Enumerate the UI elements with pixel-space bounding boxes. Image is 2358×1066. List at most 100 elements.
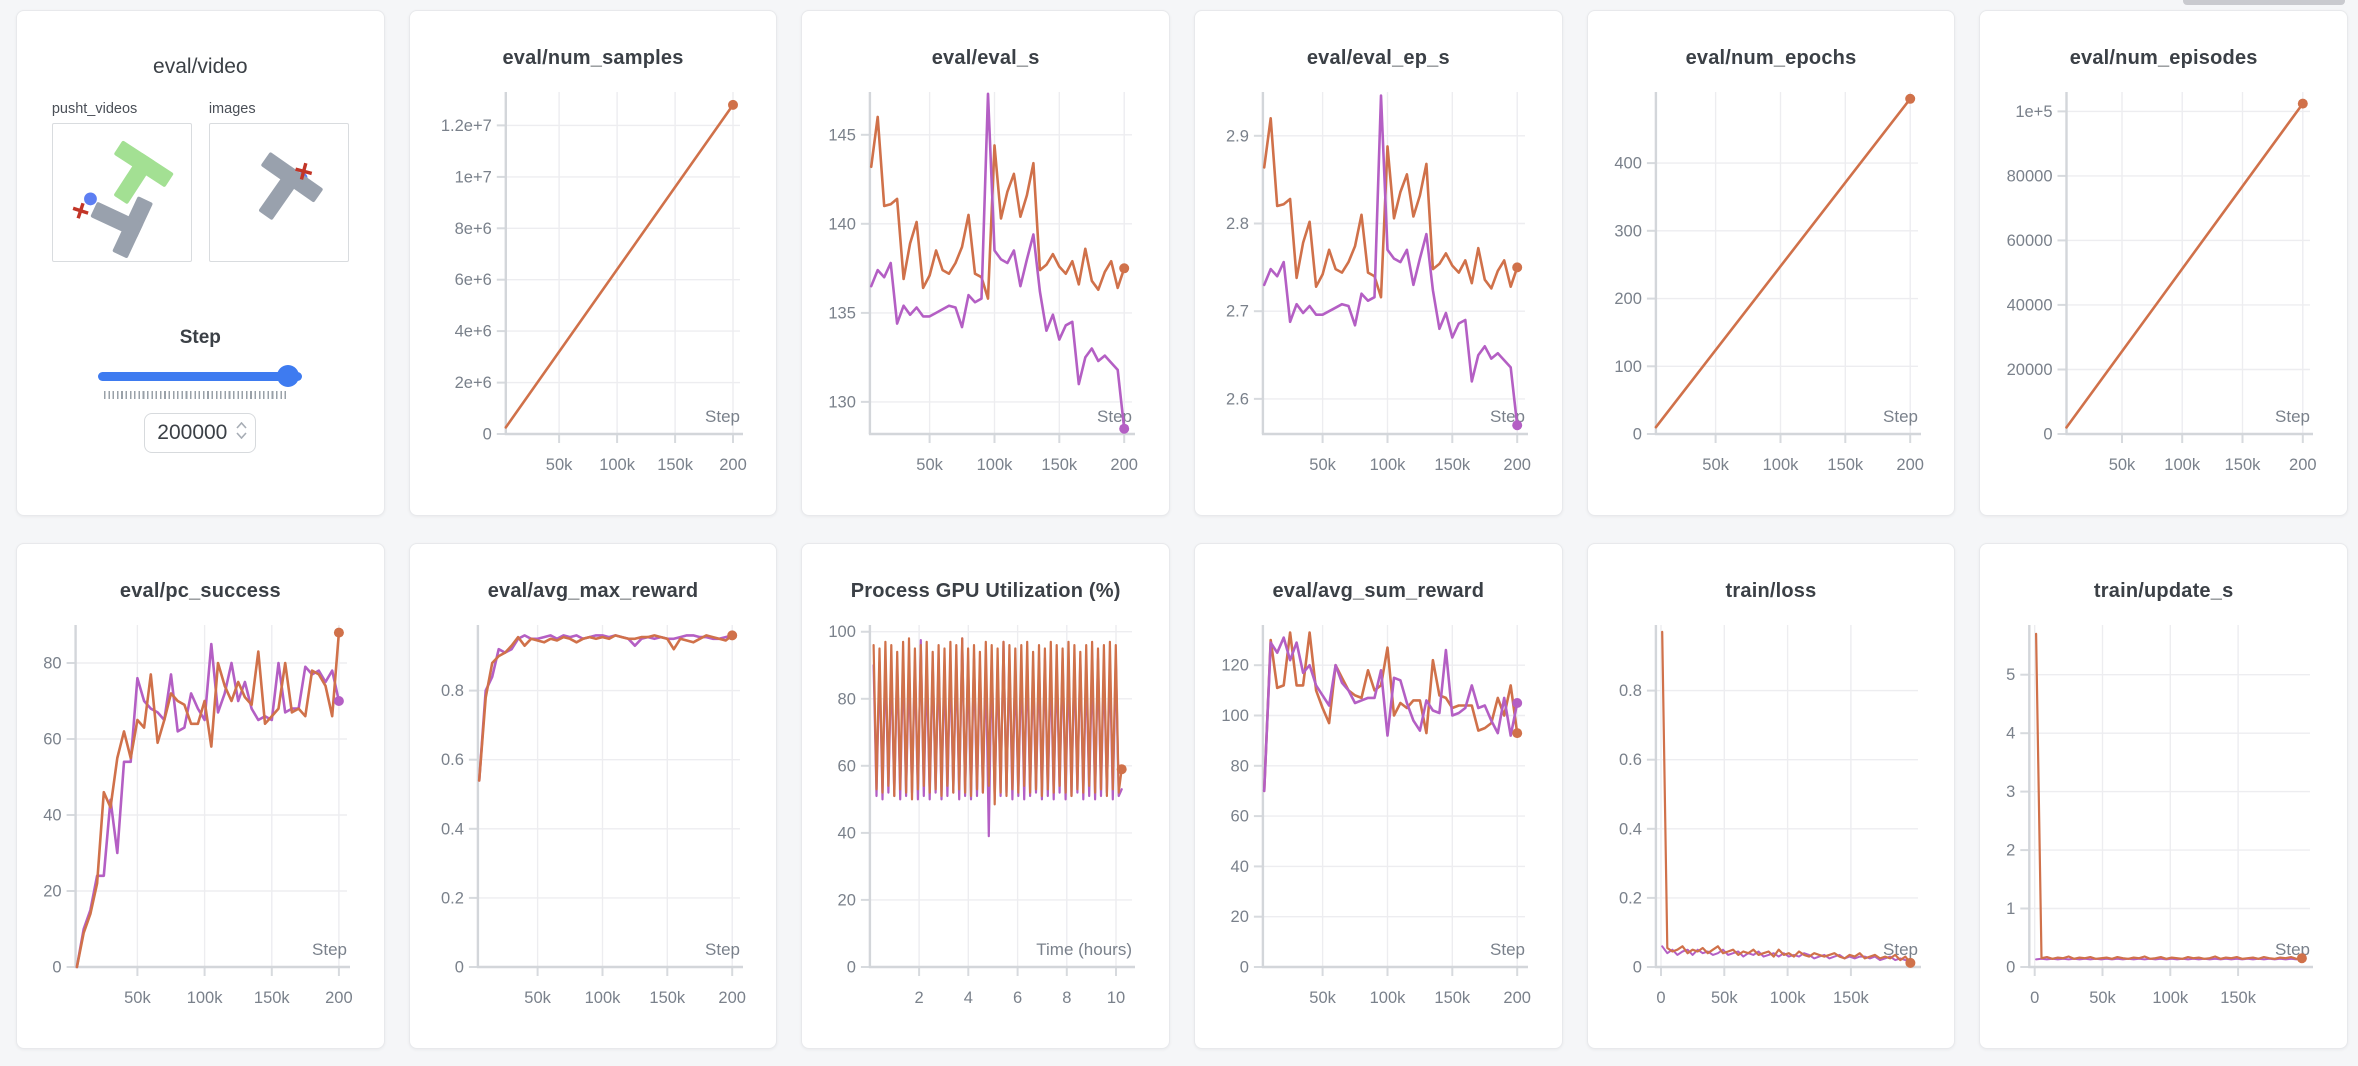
chart-title: eval/pc_success: [119, 580, 281, 602]
red-cross-icon: [72, 202, 89, 219]
svg-text:0.8: 0.8: [1619, 682, 1642, 700]
svg-text:150k: 150k: [1833, 989, 1870, 1007]
panel-eval-num-epochs: eval/num_epochs 50k 100k 150k 200 0 100 200 300…: [1586, 10, 1956, 516]
svg-text:150k: 150k: [1434, 456, 1471, 474]
svg-text:Step: Step: [1883, 407, 1918, 426]
svg-text:2.9: 2.9: [1226, 127, 1249, 145]
svg-text:0: 0: [1240, 959, 1249, 977]
svg-text:120: 120: [1221, 657, 1249, 675]
svg-text:135: 135: [829, 304, 857, 322]
svg-text:50k: 50k: [124, 989, 151, 1007]
svg-text:20: 20: [43, 883, 61, 901]
svg-text:Time (hours): Time (hours): [1037, 940, 1133, 959]
images-thumbnail[interactable]: [208, 123, 349, 262]
panel-eval-eval-ep-s: eval/eval_ep_s 50k 100k 150k 200 2.6 2.7 2.8 2.…: [1193, 10, 1563, 516]
svg-text:140: 140: [829, 215, 857, 233]
svg-text:1.2e+7: 1.2e+7: [441, 117, 492, 135]
svg-text:6e+6: 6e+6: [454, 271, 491, 289]
panel-gpu-utilization: Process GPU Utilization (%) 2 4 6 8 10 0 20 40 6…: [801, 543, 1170, 1049]
svg-text:50k: 50k: [1309, 989, 1336, 1007]
svg-text:50k: 50k: [1309, 456, 1336, 474]
svg-text:0: 0: [1632, 959, 1641, 977]
svg-text:200: 200: [325, 989, 353, 1007]
svg-text:2.8: 2.8: [1226, 215, 1249, 233]
step-slider-handle[interactable]: [277, 365, 300, 387]
chart-train-loss[interactable]: 0 50k 100k 150k 0 0.2 0.4 0.6 0.8 Step: [1588, 607, 1956, 1043]
svg-text:0: 0: [454, 959, 463, 977]
chart-eval-num-samples[interactable]: 50k 100k 150k 200 0 2e+6 4e+6 6e+6 8e+6 1e+7 1.2e+…: [410, 74, 778, 510]
step-value-input[interactable]: [144, 413, 257, 453]
svg-text:0.2: 0.2: [1619, 889, 1642, 907]
svg-text:0.6: 0.6: [1619, 751, 1642, 769]
panel-eval-eval-s: eval/eval_s 50k 100k 150k 200 130 135 140 145 St…: [801, 10, 1170, 516]
gray-t-shape: [90, 196, 153, 258]
svg-text:100k: 100k: [187, 989, 224, 1007]
svg-text:60: 60: [1231, 808, 1249, 826]
svg-text:100k: 100k: [1769, 989, 1806, 1007]
svg-text:20000: 20000: [2007, 361, 2053, 379]
chart-title: Process GPU Utilization (%): [850, 580, 1121, 602]
chart-eval-avg-max-reward[interactable]: 50k 100k 150k 200 0 0.2 0.4 0.6 0.8 Step: [410, 607, 778, 1043]
chart-title: eval/num_epochs: [1685, 47, 1857, 69]
svg-text:200: 200: [1896, 456, 1924, 474]
gray-t-shape: [258, 152, 323, 220]
step-stepper[interactable]: [236, 422, 247, 439]
svg-text:0: 0: [1656, 989, 1665, 1007]
svg-text:0: 0: [2030, 989, 2039, 1007]
svg-text:40: 40: [1231, 858, 1249, 876]
svg-text:200: 200: [1111, 456, 1139, 474]
svg-text:8e+6: 8e+6: [454, 220, 491, 238]
media-row: pusht_videos images: [17, 101, 384, 267]
panel-eval-num-episodes: eval/num_episodes 50k 100k 150k 200 0 20000 40…: [1979, 10, 2348, 516]
svg-text:0.4: 0.4: [441, 820, 464, 838]
svg-text:150k: 150k: [254, 989, 291, 1007]
svg-text:80: 80: [838, 690, 856, 708]
svg-text:100k: 100k: [2165, 456, 2202, 474]
chart-eval-eval-s[interactable]: 50k 100k 150k 200 130 135 140 145 Step: [802, 74, 1170, 510]
chart-title: eval/eval_s: [931, 47, 1040, 69]
svg-text:Step: Step: [705, 407, 740, 426]
svg-text:1: 1: [2006, 900, 2015, 918]
panel-eval-video: eval/video pusht_videos: [16, 10, 385, 516]
panel-eval-pc-success: eval/pc_success 50k 100k 150k 200 0 20 40 60 80 S…: [16, 543, 385, 1049]
svg-text:80000: 80000: [2007, 167, 2053, 185]
svg-text:20: 20: [1231, 908, 1249, 926]
svg-text:5: 5: [2006, 666, 2015, 684]
svg-text:100: 100: [829, 623, 857, 641]
chart-eval-num-episodes[interactable]: 50k 100k 150k 200 0 20000 40000 60000 80000 1e+5 S…: [1980, 74, 2348, 510]
red-cross-icon: [294, 162, 313, 180]
svg-text:50k: 50k: [1702, 456, 1729, 474]
svg-text:150k: 150k: [657, 456, 694, 474]
svg-text:150k: 150k: [2221, 989, 2258, 1007]
svg-text:150k: 150k: [1827, 456, 1864, 474]
step-slider-section: Step: [17, 327, 384, 453]
svg-text:40: 40: [43, 807, 61, 825]
step-slider-track[interactable]: [98, 372, 303, 381]
pusht-video-thumbnail[interactable]: [51, 123, 192, 262]
chart-eval-num-epochs[interactable]: 50k 100k 150k 200 0 100 200 300 400 Step: [1588, 74, 1956, 510]
media-label: pusht_videos: [51, 101, 138, 117]
svg-text:0: 0: [52, 959, 61, 977]
svg-text:150k: 150k: [1042, 456, 1079, 474]
svg-text:2.6: 2.6: [1226, 390, 1249, 408]
svg-text:6: 6: [1013, 989, 1022, 1007]
svg-text:60: 60: [838, 757, 856, 775]
svg-text:10: 10: [1107, 989, 1125, 1007]
chart-eval-avg-sum-reward[interactable]: 50k 100k 150k 200 0 20 40 60 80 100 120 Step: [1195, 607, 1563, 1043]
media-col-images: images: [208, 101, 349, 267]
svg-text:0: 0: [847, 959, 856, 977]
svg-text:4: 4: [2006, 725, 2015, 743]
svg-text:0: 0: [1632, 426, 1641, 444]
chart-eval-pc-success[interactable]: 50k 100k 150k 200 0 20 40 60 80 Step: [17, 607, 385, 1043]
chart-title: eval/num_episodes: [2069, 47, 2258, 69]
svg-text:200: 200: [1503, 989, 1531, 1007]
chart-title: eval/eval_ep_s: [1306, 47, 1450, 69]
panel-train-update-s: train/update_s 0 50k 100k 150k 0 1 2 3 4 5 Step: [1979, 543, 2348, 1049]
svg-text:150k: 150k: [2225, 456, 2262, 474]
panel-eval-avg-sum-reward: eval/avg_sum_reward 50k 100k 150k 200 0 20 40 6…: [1193, 543, 1563, 1049]
svg-text:40000: 40000: [2007, 296, 2053, 314]
svg-text:400: 400: [1614, 155, 1642, 173]
